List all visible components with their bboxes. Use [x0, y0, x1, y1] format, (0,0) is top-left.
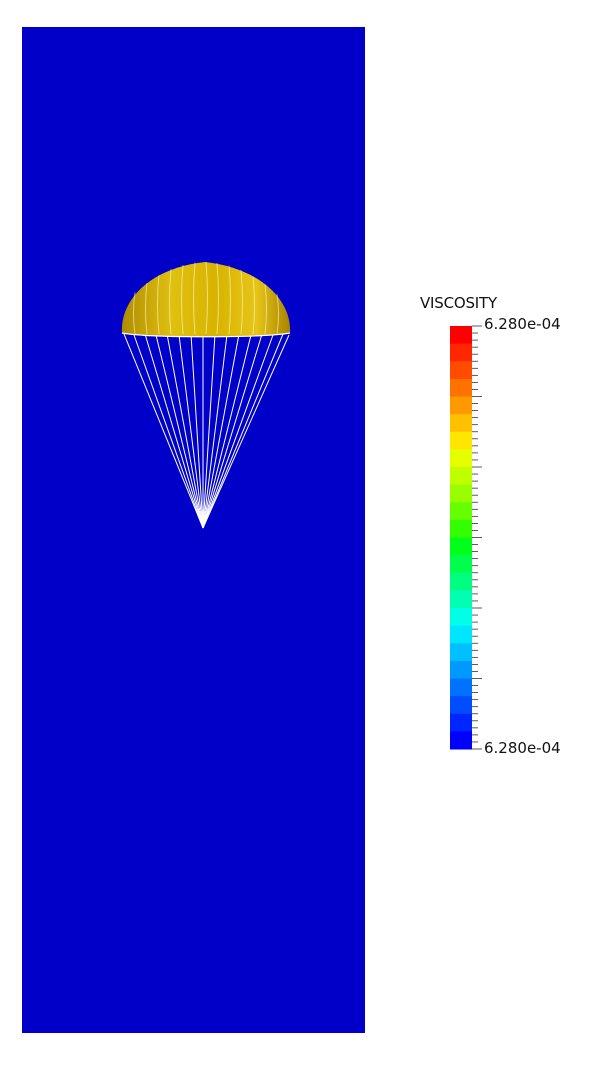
- suspension-line: [202, 333, 263, 529]
- color-legend-bar: [450, 326, 472, 750]
- legend-color-segment: [450, 537, 472, 556]
- suspension-line: [202, 333, 284, 529]
- legend-color-segment: [450, 343, 472, 362]
- canopy-gore-line: [181, 264, 184, 335]
- simulation-domain: [22, 27, 365, 1033]
- legend-color-segment: [450, 361, 472, 380]
- canopy-gore-line: [216, 262, 219, 335]
- legend-max-label: 6.280e-04: [484, 315, 561, 333]
- canopy-gore-line: [264, 284, 267, 335]
- parachute-icon: [121, 261, 291, 529]
- canopy-hem: [121, 332, 291, 338]
- parachute-canopy: [121, 262, 291, 337]
- canopy-gore-line: [193, 262, 196, 335]
- suspension-line: [202, 333, 216, 529]
- legend-title: VISCOSITY: [420, 294, 497, 312]
- legend-color-segment: [450, 713, 472, 732]
- legend-color-segment: [450, 678, 472, 697]
- canopy-gore-line: [205, 261, 208, 335]
- legend-color-segment: [450, 608, 472, 627]
- legend-color-segment: [450, 431, 472, 450]
- suspension-line: [190, 333, 204, 529]
- suspension-line: [155, 334, 204, 529]
- suspension-line: [202, 334, 252, 529]
- suspension-line: [123, 333, 204, 529]
- suspension-lines: [123, 333, 290, 529]
- canopy-gore-line: [240, 270, 243, 335]
- canopy-gore-line: [276, 294, 279, 335]
- canopy-gore-line: [133, 292, 136, 335]
- legend-color-segment: [450, 555, 472, 574]
- legend-color-segment: [450, 660, 472, 680]
- legend-color-segment: [450, 326, 472, 345]
- suspension-line: [202, 334, 290, 529]
- legend-color-segment: [450, 572, 472, 591]
- legend-color-segment: [450, 625, 472, 644]
- legend-color-segment: [450, 484, 472, 503]
- legend-color-segment: [450, 414, 472, 433]
- suspension-line: [202, 334, 228, 529]
- legend-color-segment: [450, 731, 472, 750]
- suspension-line: [166, 333, 204, 529]
- canopy-gore-line: [145, 282, 148, 335]
- legend-color-segment: [450, 502, 472, 521]
- legend-color-segment: [450, 643, 472, 662]
- canopy-gore-line: [228, 265, 231, 335]
- suspension-line: [202, 333, 240, 529]
- legend-color-segment: [450, 449, 472, 468]
- canopy-gores: [133, 261, 279, 335]
- suspension-line: [144, 333, 204, 529]
- color-legend-ticks: [472, 325, 482, 750]
- legend-color-segment: [450, 396, 472, 415]
- legend-color-segment: [450, 590, 472, 609]
- legend-color-segment: [450, 467, 472, 486]
- legend-min-label: 6.280e-04: [484, 739, 561, 757]
- suspension-line: [178, 334, 204, 529]
- suspension-line: [133, 334, 204, 529]
- canopy-gore-line: [169, 269, 172, 335]
- legend-color-segment: [450, 696, 472, 715]
- canopy-gore-line: [157, 275, 160, 335]
- legend-color-segment: [450, 378, 472, 398]
- legend-color-segment: [450, 519, 472, 539]
- suspension-line: [202, 334, 274, 529]
- canopy-gore-line: [252, 276, 255, 335]
